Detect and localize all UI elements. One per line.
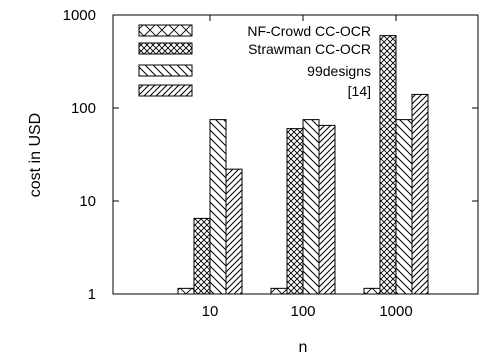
y-tick-label: 1000 (63, 7, 96, 24)
bar-3-1000 (395, 119, 413, 295)
x-axis: 10 100 1000 (202, 15, 413, 320)
legend-label: NF-Crowd CC-OCR (247, 23, 371, 39)
bar-1-10 (177, 287, 195, 295)
legend-label: [14] (348, 83, 371, 99)
plot-frame (112, 14, 479, 295)
legend-swatch (138, 84, 193, 97)
bar-1-100 (270, 287, 288, 295)
bar-3-10 (209, 119, 227, 295)
legend-swatch (138, 24, 193, 37)
x-axis-label: n (299, 339, 308, 356)
bars-layer (177, 35, 429, 295)
legend-swatch (138, 64, 193, 77)
x-tick-label: 1000 (379, 303, 412, 320)
y-axis-label: cost in USD (27, 113, 44, 197)
x-tick-label: 10 (202, 303, 219, 320)
legend: NF-Crowd CC-OCR Strawman CC-OCR 99designs [… (138, 23, 371, 99)
x-tick-label: 100 (290, 303, 315, 320)
y-tick-label: 10 (79, 193, 96, 210)
bar-3-100 (302, 119, 320, 295)
bar-1-1000 (363, 287, 381, 295)
y-tick-label: 1 (88, 286, 96, 303)
legend-label: 99designs (307, 63, 371, 79)
bar-4-100 (318, 124, 336, 295)
legend-swatch (138, 42, 193, 55)
bar-2-100 (286, 128, 304, 295)
bar-2-1000 (379, 35, 397, 295)
bar-4-1000 (411, 93, 429, 295)
bar-4-10 (225, 168, 243, 295)
y-tick-label: 100 (71, 100, 96, 117)
y-axis: 1 10 100 1000 (63, 7, 478, 303)
legend-label: Strawman CC-OCR (248, 41, 371, 57)
bar-2-10 (193, 217, 211, 295)
